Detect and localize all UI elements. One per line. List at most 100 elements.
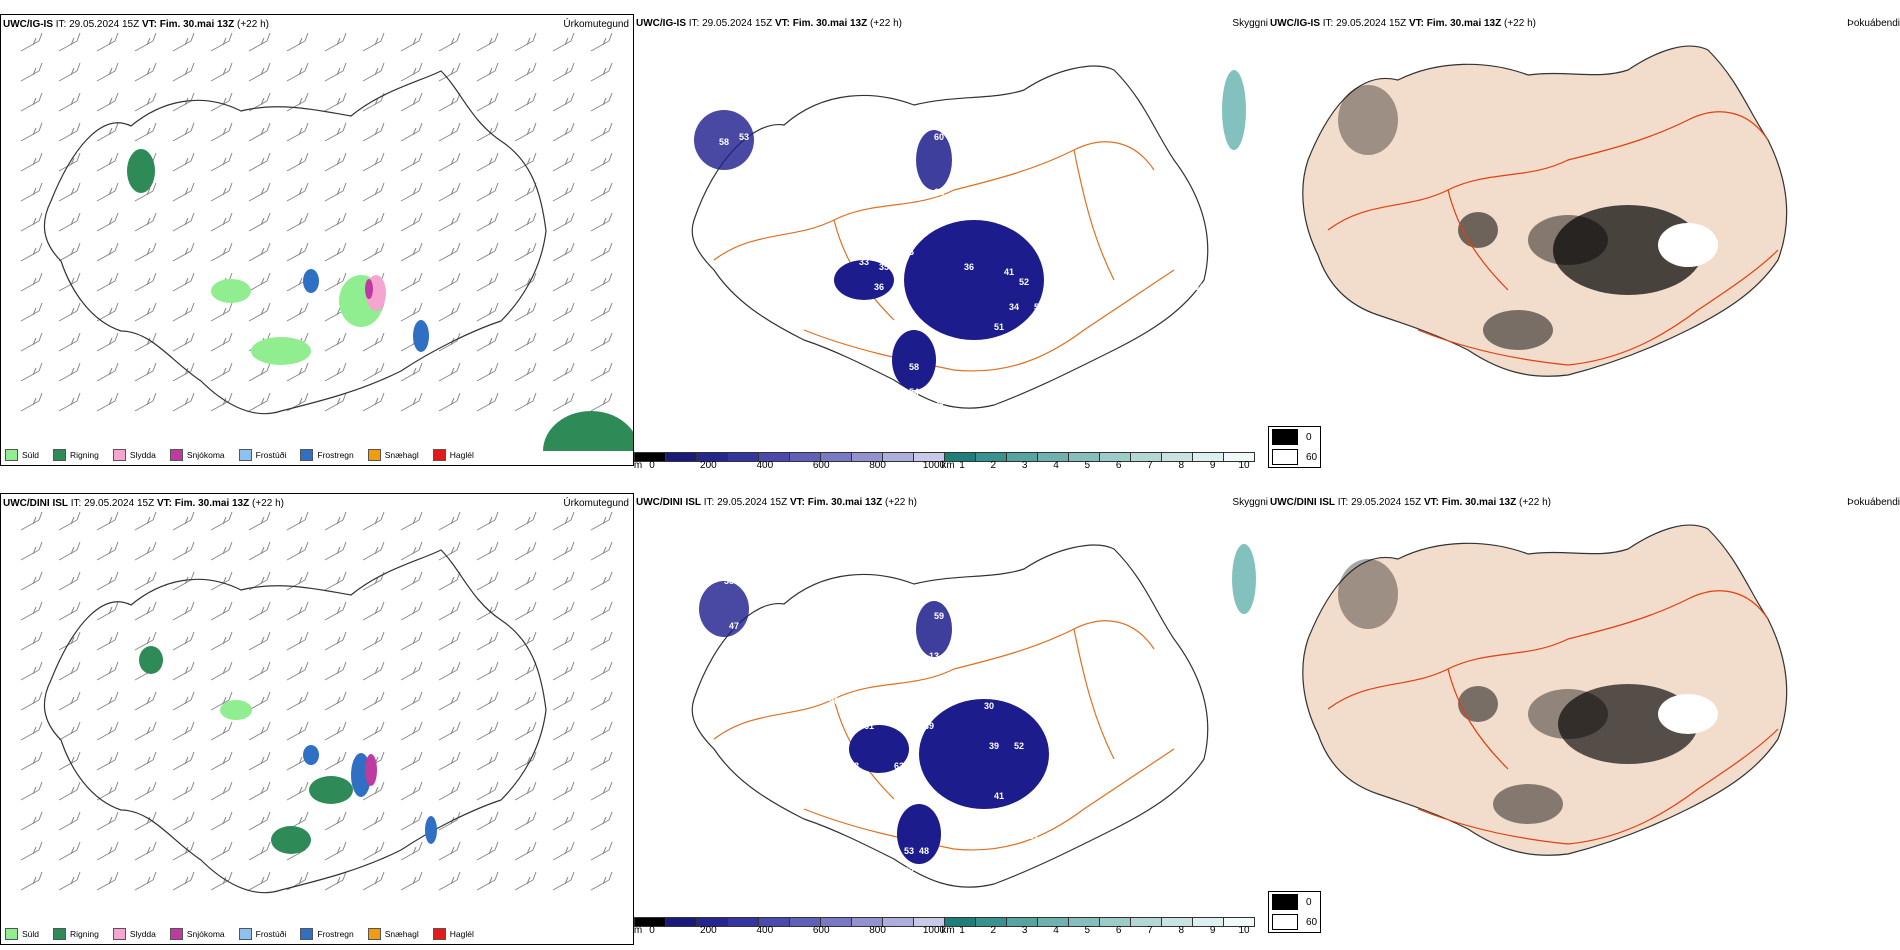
wind-barb (172, 871, 195, 891)
ceiling-label: 56 (939, 372, 949, 382)
scale-tick: 800 (869, 925, 886, 936)
wind-barb (96, 32, 119, 52)
wind-barb (400, 362, 423, 382)
colorbar-segment (851, 452, 882, 462)
wind-barb (286, 152, 309, 172)
wind-barb (514, 811, 537, 831)
wind-barb (58, 541, 81, 561)
wind-barb (400, 571, 423, 591)
legend-swatch (5, 928, 18, 940)
legend-label: Rigning (70, 929, 99, 939)
wind-barb (58, 871, 81, 891)
wind-barb (362, 152, 385, 172)
ceiling-label: 58 (909, 362, 919, 372)
legend-label: Snjókoma (186, 450, 225, 460)
ceiling-label: 40 (844, 776, 854, 786)
wind-barb (324, 92, 347, 112)
legend-item: Frostúði (238, 449, 286, 461)
wind-barb (134, 781, 157, 801)
wind-barb (552, 92, 575, 112)
wind-barb (248, 811, 271, 831)
iceland-land (1302, 45, 1788, 377)
wind-barb (400, 182, 423, 202)
wind-barb (286, 362, 309, 382)
ceiling-label: 62 (729, 102, 739, 112)
wind-barb (400, 781, 423, 801)
wind-barb (438, 242, 461, 262)
wind-barbs (20, 32, 613, 412)
wind-barb (96, 152, 119, 172)
wind-barb (400, 62, 423, 82)
wind-barb (134, 541, 157, 561)
ceiling-label: 35 (934, 397, 944, 407)
wind-barb (286, 182, 309, 202)
wind-barb (438, 122, 461, 142)
vis-patch (1222, 70, 1246, 150)
wind-barb (286, 691, 309, 711)
wind-barb (20, 272, 43, 292)
scale-tick: 6 (1115, 460, 1122, 471)
colorbar-segment (944, 917, 975, 927)
wind-barb (514, 781, 537, 801)
colorbar-segment (1161, 452, 1192, 462)
wind-barb (476, 631, 499, 651)
wind-barb (476, 272, 499, 292)
wind-barb (248, 871, 271, 891)
wind-barb (20, 122, 43, 142)
colorbar-segment (727, 917, 758, 927)
scale-tick: 9 (1209, 925, 1216, 936)
wind-barb (590, 62, 613, 82)
wind-barb (400, 92, 423, 112)
wind-barb (20, 62, 43, 82)
wind-barb (58, 272, 81, 292)
legend-item: Frostregn (300, 928, 354, 940)
wind-barb (286, 212, 309, 232)
legend-label: Súld (22, 450, 40, 460)
scale-tick: 5 (1084, 460, 1091, 471)
wind-barb (590, 721, 613, 741)
wind-barb (324, 62, 347, 82)
wind-barb (514, 511, 537, 531)
colorbar-segment (634, 917, 665, 927)
scale-tick: 400 (756, 925, 774, 936)
wind-barb (324, 332, 347, 352)
wind-barb (286, 32, 309, 52)
legend-swatch (53, 928, 67, 940)
wind-barb (134, 392, 157, 412)
wind-barb (286, 781, 309, 801)
colorbar-segment (820, 917, 851, 927)
wind-barb (248, 62, 271, 82)
legend-label: Súld (22, 929, 40, 939)
wind-barb (96, 212, 119, 232)
colorbar-segment (758, 917, 789, 927)
colorbar-segment (789, 452, 820, 462)
wind-barb (438, 661, 461, 681)
ceiling-label: 52 (1014, 741, 1024, 751)
colorbar-segment (665, 917, 696, 927)
wind-barb (58, 62, 81, 82)
product-name: Úrkomutegund (563, 498, 629, 509)
wind-barb (590, 871, 613, 891)
wind-barb (552, 811, 575, 831)
ceiling-label: 64 (1194, 282, 1204, 292)
ceiling-label: 52 (1019, 277, 1029, 287)
legend-item: Snjókoma (169, 449, 225, 461)
wind-barb (438, 62, 461, 82)
ceiling-label: 39 (924, 721, 934, 731)
wind-barb (286, 242, 309, 262)
wind-barb (248, 841, 271, 861)
wind-barb (514, 601, 537, 621)
wind-barb (210, 392, 233, 412)
wind-barb (134, 122, 157, 142)
wind-barb (210, 122, 233, 142)
legend-item: Súld (5, 928, 39, 940)
ceiling-label: 56 (1034, 302, 1044, 312)
ceiling-label: 62 (934, 187, 944, 197)
wind-barb (438, 811, 461, 831)
precip-patches (139, 646, 437, 854)
scale-tick: 800 (869, 460, 886, 471)
wind-barb (58, 781, 81, 801)
wind-barb (438, 212, 461, 232)
wind-barb (400, 212, 423, 232)
iceland-land (1302, 524, 1788, 856)
